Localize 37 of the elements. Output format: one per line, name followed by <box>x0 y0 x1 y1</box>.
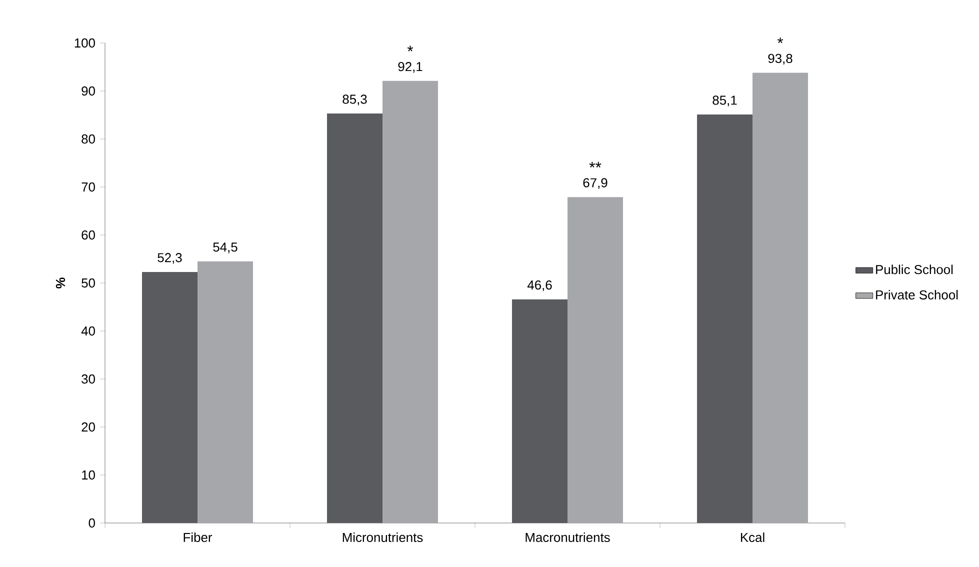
annotation: ** <box>589 162 602 168</box>
y-axis-title: % <box>56 278 66 288</box>
y-tick-label: 60 <box>82 230 95 240</box>
legend-label: Private School <box>876 290 958 300</box>
bar <box>512 299 568 523</box>
annotation: * <box>407 46 414 52</box>
x-tick-label: Macronutrients <box>526 532 610 542</box>
bar <box>198 261 254 523</box>
y-tick-label: 10 <box>82 470 95 480</box>
data-label: 46,6 <box>527 280 552 292</box>
y-tick-label: 0 <box>88 518 95 528</box>
y-tick-label: 90 <box>82 86 95 96</box>
bar <box>142 272 198 523</box>
y-tick-label: 50 <box>82 278 95 288</box>
y-tick-label: 100 <box>74 38 95 48</box>
data-label: 92,1 <box>398 62 422 73</box>
data-label: 85,3 <box>342 94 367 106</box>
y-tick-label: 70 <box>82 182 95 192</box>
legend-label: Public School <box>876 264 953 274</box>
data-label: 85,1 <box>712 96 737 106</box>
y-tick-label: 20 <box>82 422 95 432</box>
data-label: 67,9 <box>583 178 608 189</box>
y-tick-label: 40 <box>81 326 95 336</box>
bar <box>697 114 753 523</box>
bar <box>568 197 624 523</box>
bar <box>752 72 808 523</box>
data-label: 54,5 <box>213 242 238 254</box>
x-tick-label: Micronutrients <box>342 532 423 542</box>
data-label: 93,8 <box>768 54 792 65</box>
bar <box>382 80 438 523</box>
annotation: * <box>777 38 784 44</box>
bar <box>327 114 383 523</box>
y-tick-label: 80 <box>82 134 95 144</box>
data-label: 52,3 <box>158 253 182 264</box>
x-tick-label: Kcal <box>740 532 764 542</box>
x-tick-label: Fiber <box>184 532 212 542</box>
y-tick-label: 30 <box>82 374 95 384</box>
